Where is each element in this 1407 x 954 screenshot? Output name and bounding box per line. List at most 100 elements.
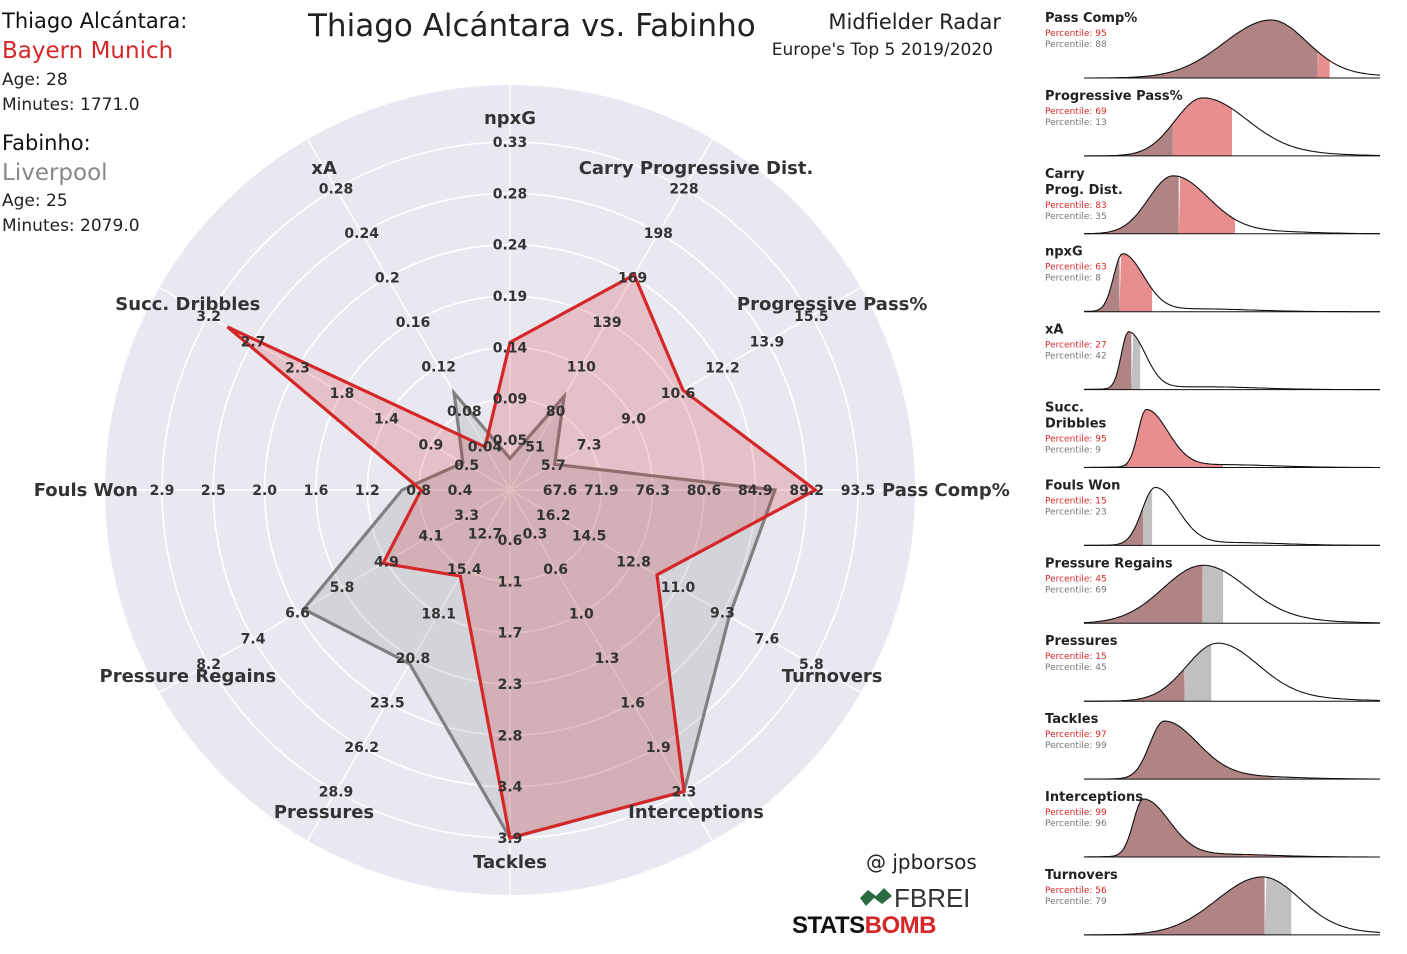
radar-tick-label: 0.08 bbox=[447, 404, 482, 420]
radar-tick-label: 9.0 bbox=[621, 412, 646, 428]
radar-tick-label: 71.9 bbox=[584, 483, 619, 499]
radar-tick-label: 67.6 bbox=[543, 483, 578, 499]
fbref-logo: FBREF bbox=[860, 883, 968, 912]
radar-tick-label: 0.19 bbox=[493, 289, 528, 305]
radar-axis-ticks: 67.6 71.9 76.3 80.6 84.9 89.2 93.5 bbox=[543, 483, 876, 499]
radar-tick-label: 1.3 bbox=[595, 651, 620, 667]
radar-tick-label: 5.8 bbox=[330, 580, 355, 596]
radar-axis-ticks: 0.6 1.1 1.7 2.3 2.8 3.4 3.9 bbox=[498, 533, 523, 847]
statsbomb-logo-stats: STATS bbox=[792, 912, 865, 939]
radar-tick-label: 15.5 bbox=[794, 309, 829, 325]
radar-tick-label: 18.1 bbox=[421, 607, 456, 623]
radar-axis-ticks: 0.04 0.08 0.12 0.16 0.2 0.24 0.28 bbox=[319, 182, 503, 456]
radar-tick-label: 1.2 bbox=[355, 483, 380, 499]
radar-tick-label: 5.7 bbox=[541, 458, 566, 474]
author-credit: @ jpborsos bbox=[866, 850, 977, 874]
radar-tick-label: 1.0 bbox=[569, 607, 594, 623]
radar-tick-label: 169 bbox=[618, 271, 647, 287]
radar-tick-label: 0.05 bbox=[493, 433, 528, 449]
radar-tick-label: 0.33 bbox=[493, 135, 528, 151]
radar-tick-label: 198 bbox=[644, 226, 673, 242]
radar-tick-label: 9.3 bbox=[710, 606, 735, 622]
radar-axis-ticks: 51 80 110 139 169 198 228 bbox=[525, 182, 698, 456]
radar-tick-label: 0.14 bbox=[493, 340, 528, 356]
player1-age: Age: 28 bbox=[2, 70, 68, 90]
player1-polygon bbox=[226, 272, 819, 840]
radar-tick-label: 110 bbox=[567, 359, 596, 375]
radar-tick-label: 0.09 bbox=[493, 392, 528, 408]
radar-tick-label: 14.5 bbox=[572, 529, 607, 545]
radar-tick-label: 1.4 bbox=[374, 412, 399, 428]
radar-spoke bbox=[306, 138, 511, 491]
radar-tick-label: 0.5 bbox=[454, 458, 479, 474]
radar-tick-label: 1.6 bbox=[304, 483, 329, 499]
radar-axis-ticks: 12.7 15.4 18.1 20.8 23.5 26.2 28.9 bbox=[319, 526, 503, 800]
radar-axis-ticks: 3.3 4.1 4.9 5.8 6.6 7.4 8.2 bbox=[196, 508, 479, 673]
radar-tick-label: 0.04 bbox=[468, 440, 503, 456]
radar-axis-label: Succ. Dribbles bbox=[115, 294, 260, 315]
radar-tick-label: 0.4 bbox=[448, 483, 473, 499]
radar-tick-label: 0.2 bbox=[375, 271, 400, 287]
radar-tick-label: 2.5 bbox=[201, 483, 226, 499]
radar-tick-label: 0.6 bbox=[543, 562, 568, 578]
radar-tick-label: 5.8 bbox=[799, 657, 824, 673]
radar-tick-label: 12.2 bbox=[705, 360, 740, 376]
radar-tick-label: 93.5 bbox=[841, 483, 876, 499]
radar-tick-label: 1.6 bbox=[620, 695, 645, 711]
radar-tick-label: 2.8 bbox=[498, 728, 523, 744]
radar-tick-label: 84.9 bbox=[738, 483, 773, 499]
radar-tick-label: 4.9 bbox=[374, 554, 399, 570]
radar-spoke bbox=[509, 286, 862, 491]
radar-tick-label: 23.5 bbox=[370, 695, 405, 711]
radar-tick-label: 3.2 bbox=[196, 309, 221, 325]
statsbomb-logo-bomb: BOMB bbox=[864, 912, 937, 939]
radar-tick-label: 51 bbox=[525, 440, 544, 456]
radar-tick-label: 0.3 bbox=[523, 526, 548, 542]
radar-axis-label: Fouls Won bbox=[34, 480, 138, 501]
radar-spoke bbox=[158, 489, 511, 694]
radar-tick-label: 13.9 bbox=[750, 335, 785, 351]
radar-tick-label: 1.9 bbox=[646, 740, 671, 756]
radar-tick-label: 2.7 bbox=[241, 335, 266, 351]
radar-tick-label: 76.3 bbox=[635, 483, 670, 499]
radar-tick-label: 2.3 bbox=[672, 784, 697, 800]
radar-tick-label: 3.3 bbox=[454, 508, 479, 524]
radar-axis-ticks: 0.5 0.9 1.4 1.8 2.3 2.7 3.2 bbox=[196, 309, 479, 474]
player1-label: Thiago Alcántara: bbox=[2, 9, 188, 33]
radar-tick-label: 0.6 bbox=[498, 533, 523, 549]
radar-tick-label: 0.24 bbox=[344, 226, 379, 242]
radar-subtitle: Europe's Top 5 2019/2020 bbox=[771, 40, 993, 60]
radar-axis-ticks: 0.05 0.09 0.14 0.19 0.24 0.28 0.33 bbox=[493, 135, 528, 449]
radar-tick-label: 2.0 bbox=[252, 483, 277, 499]
radar-tick-label: 3.4 bbox=[498, 780, 523, 796]
player2-label: Fabinho: bbox=[2, 131, 91, 155]
radar-tick-label: 10.6 bbox=[661, 386, 696, 402]
radar-axis-label: Pressures bbox=[274, 802, 374, 823]
radar-tick-label: 1.7 bbox=[498, 626, 523, 642]
radar-axis-label: npxG bbox=[484, 108, 536, 129]
fbref-logo-text: FBREF bbox=[894, 883, 968, 912]
radar-spoke bbox=[509, 138, 714, 491]
radar-axis-ticks: 5.7 7.3 9.0 10.6 12.2 13.9 15.5 bbox=[541, 309, 829, 474]
radar-axis-label: Tackles bbox=[473, 852, 547, 873]
radar-axis-ticks: 0.3 0.6 1.0 1.3 1.6 1.9 2.3 bbox=[523, 526, 697, 800]
radar-tick-label: 6.6 bbox=[285, 606, 310, 622]
radar-spoke bbox=[306, 489, 511, 842]
radar-axis-label: Progressive Pass% bbox=[737, 294, 928, 315]
radar-axis-ticks: 16.214.5 12.8 11.0 9.3 7.6 5.8 bbox=[536, 508, 824, 673]
radar-tick-label: 8.2 bbox=[196, 657, 221, 673]
player2-age: Age: 25 bbox=[2, 191, 68, 211]
radar-tick-label: 7.6 bbox=[755, 631, 780, 647]
radar-tick-label: 228 bbox=[669, 182, 698, 198]
radar-tick-label: 139 bbox=[592, 315, 621, 331]
statsbomb-logo: STATSBOMB bbox=[792, 912, 936, 940]
radar-tick-label: 0.16 bbox=[396, 315, 431, 331]
radar-axis-label: Carry Progressive Dist. bbox=[579, 158, 814, 179]
chart-title: Thiago Alcántara vs. Fabinho bbox=[308, 8, 756, 44]
radar-tick-label: 0.28 bbox=[319, 182, 354, 198]
radar-tick-label: 1.8 bbox=[330, 386, 355, 402]
radar-tick-label: 89.2 bbox=[789, 483, 824, 499]
radar-axis-label: Pass Comp% bbox=[882, 480, 1010, 501]
player1-team: Bayern Munich bbox=[2, 38, 174, 64]
